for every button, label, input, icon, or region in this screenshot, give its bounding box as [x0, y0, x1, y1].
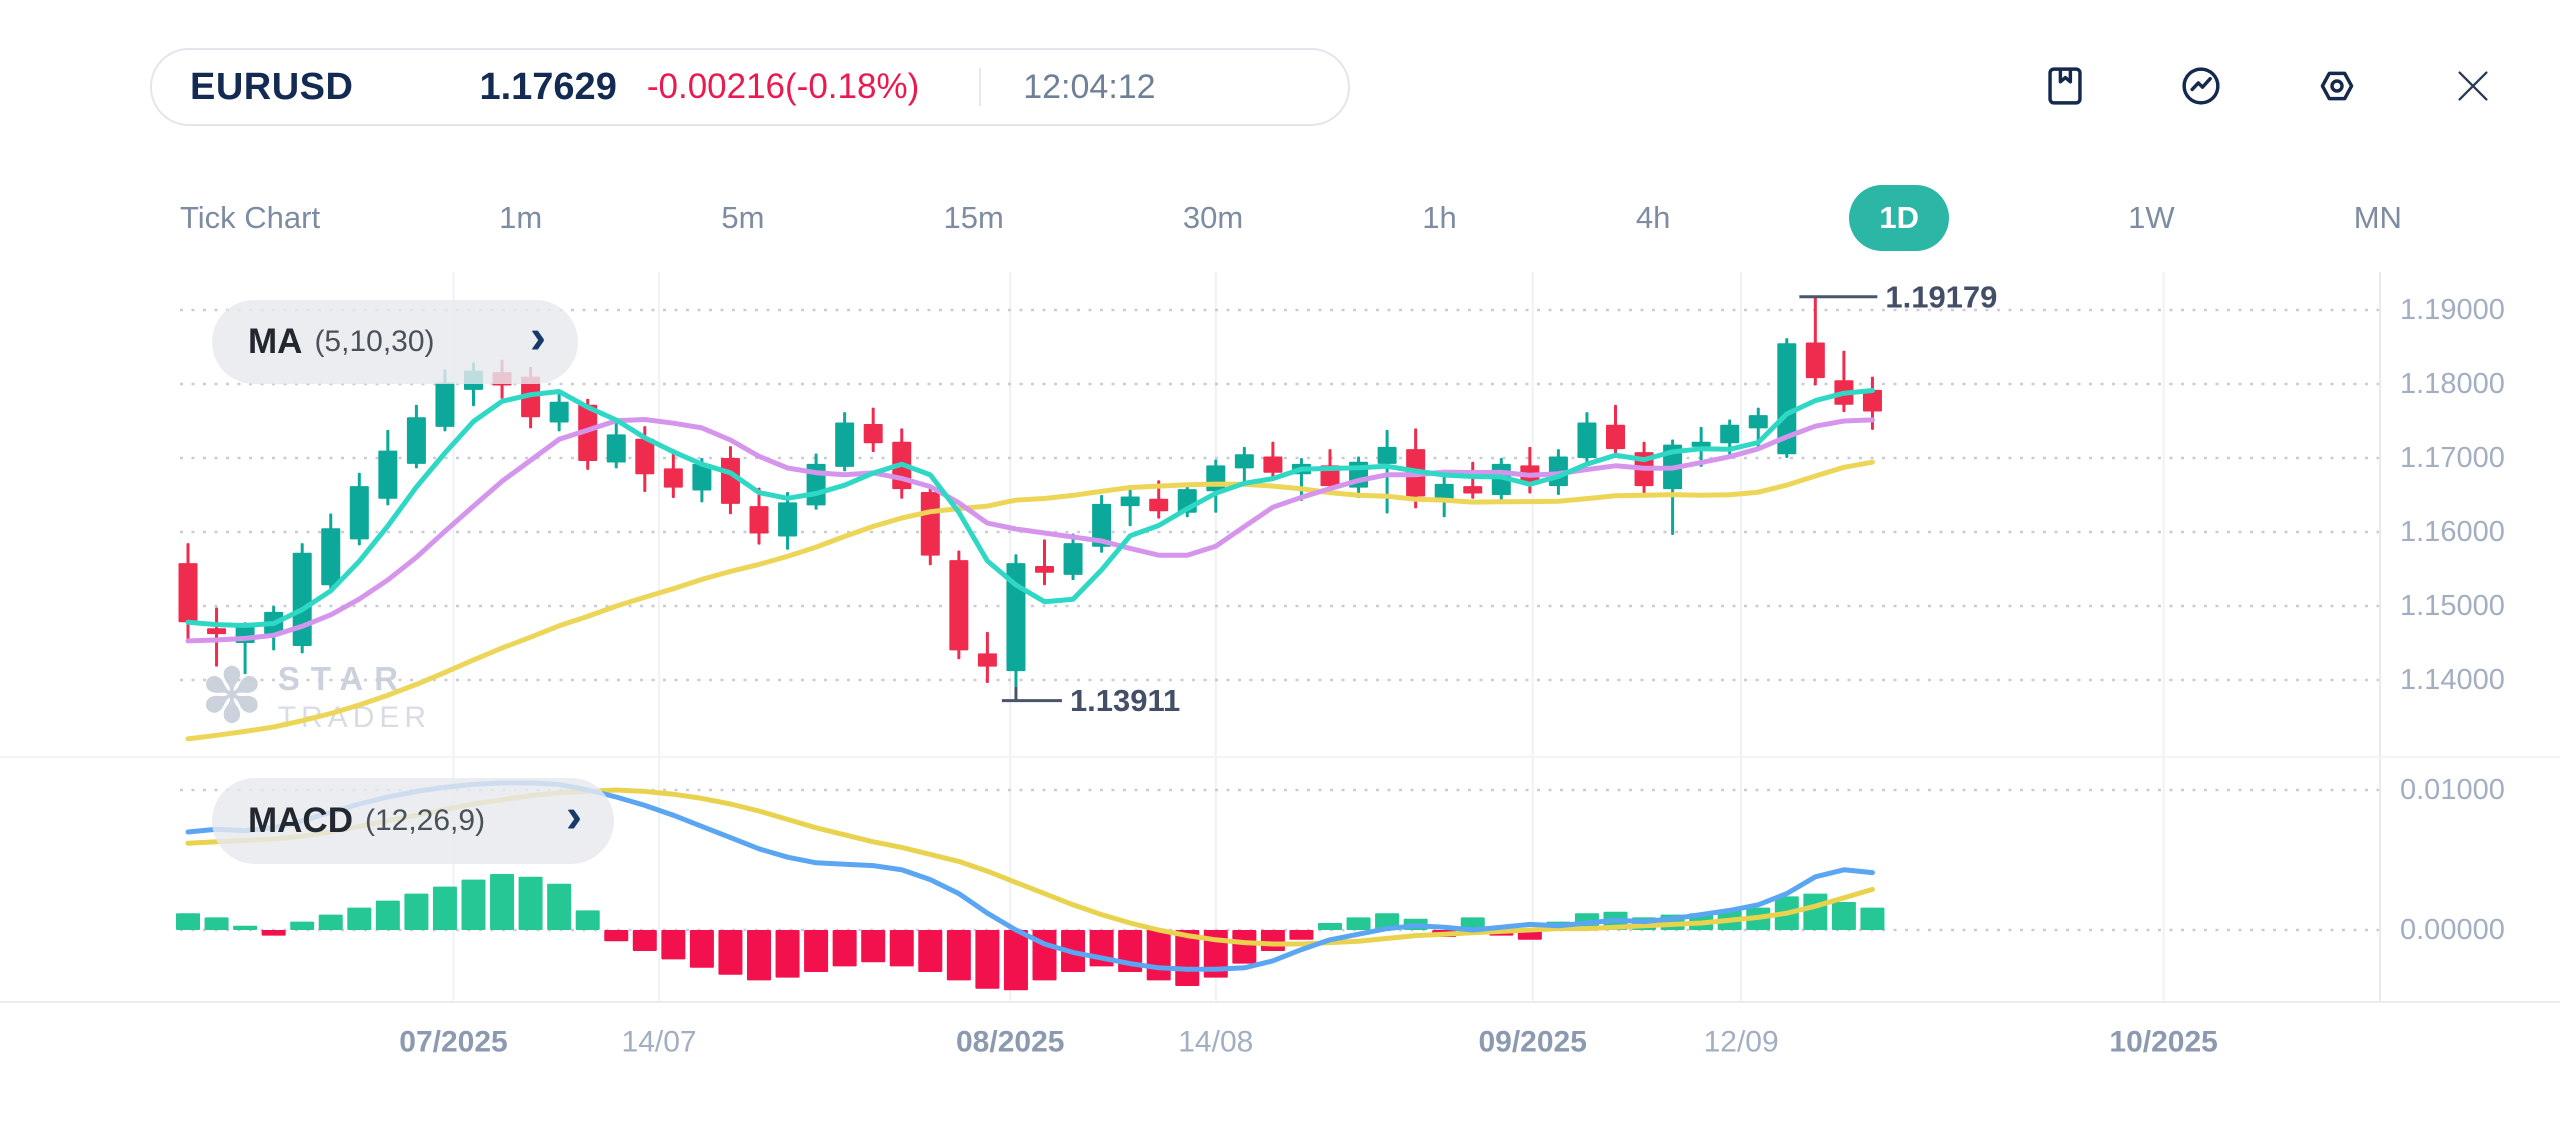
symbol-name: EURUSD: [190, 65, 354, 108]
settings-button[interactable]: [2314, 64, 2360, 110]
indicator-trend-button[interactable]: [2178, 64, 2224, 110]
gear-hexagon-icon: [2314, 63, 2360, 112]
macd-axis-label: 0.00000: [2400, 914, 2505, 946]
price-change: -0.00216(-0.18%): [646, 67, 920, 106]
price-axis-label: 1.16000: [2400, 516, 2505, 548]
close-button[interactable]: [2450, 64, 2496, 110]
tab-1h[interactable]: 1h: [1422, 200, 1457, 235]
tab-5m[interactable]: 5m: [721, 200, 765, 235]
low-price-annotation: 1.13911: [1070, 683, 1180, 718]
watermark-line1: STAR: [277, 660, 410, 697]
price-axis-label: 1.18000: [2400, 368, 2505, 400]
x-axis-label: 09/2025: [1478, 1026, 1586, 1059]
price-axis-label: 1.14000: [2400, 664, 2505, 696]
timeframe-tabs: Tick Chart 1m 5m 15m 30m 1h 4h 1D 1W MN: [180, 181, 2402, 255]
tab-1d[interactable]: 1D: [1849, 185, 1950, 251]
x-axis-label: 08/2025: [956, 1026, 1064, 1059]
chevron-right-icon: ›: [530, 311, 546, 364]
price-axis-label: 1.17000: [2400, 442, 2505, 474]
tab-1w[interactable]: 1W: [2128, 200, 2175, 235]
chevron-right-icon: ›: [566, 790, 582, 843]
star-logo-icon: ✽: [200, 654, 264, 740]
ma-indicator-button[interactable]: MA (5,10,30) ›: [212, 300, 578, 384]
symbol-info-pill[interactable]: EURUSD 1.17629 -0.00216(-0.18%) 12:04:12: [150, 48, 1350, 126]
bookmark-button[interactable]: [2042, 64, 2088, 110]
x-axis-label: 14/07: [622, 1026, 697, 1059]
tab-15m[interactable]: 15m: [943, 200, 1004, 235]
high-price-annotation: 1.19179: [1885, 279, 1997, 314]
bookmark-icon: [2042, 63, 2088, 112]
tab-4h[interactable]: 4h: [1635, 200, 1671, 235]
ma-label: MA: [248, 322, 303, 361]
x-axis-label: 07/2025: [399, 1026, 507, 1059]
chart-toolbar: [2042, 48, 2496, 126]
macd-indicator-button[interactable]: MACD (12,26,9) ›: [212, 778, 614, 864]
price-axis-label: 1.19000: [2400, 294, 2505, 326]
x-axis-label: 12/09: [1704, 1026, 1779, 1059]
tab-tick-chart[interactable]: Tick Chart: [180, 200, 321, 235]
tab-30m[interactable]: 30m: [1182, 200, 1244, 235]
ma-params: (5,10,30): [314, 325, 435, 358]
close-icon: [2450, 63, 2496, 112]
trend-circle-icon: [2178, 63, 2224, 112]
macd-axis-label: 0.01000: [2400, 774, 2505, 806]
macd-label: MACD: [248, 801, 353, 840]
price-axis-label: 1.15000: [2400, 590, 2505, 622]
last-price: 1.17629: [479, 65, 617, 108]
server-time: 12:04:12: [1023, 67, 1156, 106]
macd-params: (12,26,9): [364, 804, 486, 837]
x-axis-label: 14/08: [1178, 1026, 1253, 1059]
tab-mn[interactable]: MN: [2353, 200, 2402, 235]
header-divider: [979, 68, 982, 106]
x-axis-label: 10/2025: [2109, 1026, 2217, 1059]
tab-1m[interactable]: 1m: [499, 200, 543, 235]
